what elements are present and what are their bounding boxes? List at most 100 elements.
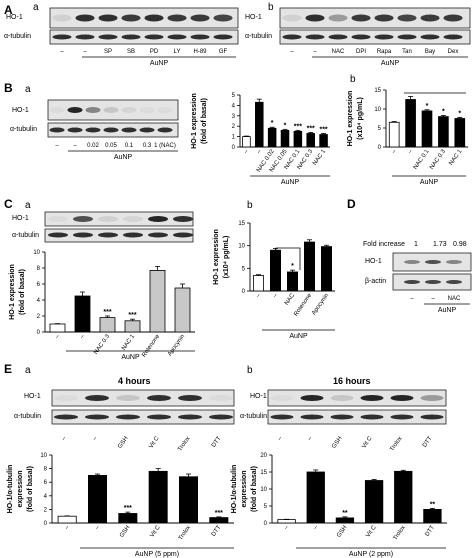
- chart-Eb-bar-4: [394, 470, 413, 524]
- band-Aa-tubulin-5: [167, 34, 187, 40]
- band-Ca-ho1-4: [148, 216, 168, 222]
- chart-Ba-ylabel-0: HO-1 expression: [191, 93, 198, 149]
- chart-Cb-bar-3: [303, 241, 315, 292]
- Ea-lane-1: –: [92, 435, 99, 442]
- chart-Bb-bar-2: [421, 110, 433, 148]
- band-Ca-ho1-5: [173, 216, 193, 222]
- chart-Cb-group-label: AuNP: [289, 333, 308, 340]
- band-Eb-ho1-1: [300, 395, 324, 401]
- chart-Eb-xlabel-3: Vit C: [365, 524, 378, 539]
- chart-Bb-ylabel-0: HO-1 expression: [347, 91, 354, 147]
- chart-Eb-xlabel-1: –: [313, 524, 320, 531]
- chart-Eb-ytick-label-3: 15: [260, 470, 267, 476]
- chart-Cb-ytick-label-2: 10: [238, 244, 245, 250]
- chart-Cb-xlabel-4: Apocynin: [311, 293, 330, 317]
- band-Ca-tubulin-4: [148, 232, 168, 238]
- chart-Ea-xlabel-4: Trolox: [178, 525, 192, 542]
- chart-Eb-xlabel-4: Trolox: [393, 525, 407, 542]
- Eb-lane-5: DTT: [422, 435, 434, 448]
- Eb-lane-2: GSH: [331, 436, 343, 450]
- chart-Eb-ylabel-1: expression: [241, 471, 248, 508]
- Ab-lane-4: Rapa: [377, 49, 392, 55]
- blot-Ca-tubulin: [44, 228, 194, 243]
- panel-label-B: B: [4, 81, 13, 95]
- chart-Ea-xlabel-5: DTT: [211, 524, 223, 537]
- Aa-lane-7: GF: [219, 49, 228, 55]
- band-Ca-tubulin-3: [123, 232, 143, 238]
- chart-Ea-ytick-label-4: 8: [44, 467, 48, 473]
- band-Ba-tubulin-3: [103, 127, 119, 133]
- blot-Eb-tubulin: [267, 409, 447, 425]
- chart-Cb-bar-2: [286, 271, 298, 292]
- chart-Ea-xlabel-0: –: [64, 524, 71, 531]
- chart-Ba-bar-1: [255, 101, 264, 148]
- Ea-lane-3: Vit C: [148, 435, 161, 450]
- Ab-lane-3: DPI: [356, 49, 366, 55]
- chart-Ba-bar-3: [280, 129, 290, 148]
- band-Ab-tubulin-3: [351, 34, 371, 40]
- band-Ea-ho1-0: [54, 395, 78, 401]
- chart-Ca-ytick-label-0: 0: [37, 330, 41, 336]
- panel-label-C: C: [4, 197, 13, 211]
- band-Aa-ho1-7: [213, 14, 233, 22]
- band-Ea-tubulin-1: [85, 414, 109, 420]
- chart-Ba-ytick-label-0: 0: [232, 145, 236, 151]
- band-Ba-ho1-1: [67, 107, 83, 113]
- row-label-Ca-ho1: HO-1: [12, 215, 29, 222]
- chart-Eb-sig-2: **: [342, 510, 348, 517]
- band-Ca-ho1-0: [48, 216, 68, 222]
- chart-Ba-sig-6: ***: [319, 126, 327, 133]
- band-Eb-ho1-4: [390, 395, 414, 401]
- band-D-ho1-2: [446, 260, 462, 264]
- band-Ca-ho1-2: [98, 216, 118, 222]
- chart-Cb-bar-0: [252, 275, 264, 292]
- band-D-ho1-0: [404, 260, 420, 264]
- band-Ab-tubulin-5: [397, 34, 417, 40]
- band-Ba-tubulin-6: [157, 127, 173, 133]
- Aa-lane-6: H-89: [193, 49, 207, 55]
- chart-Ba-xlabel-1: –: [256, 148, 263, 155]
- chart-Ba-bar-6: [319, 134, 328, 148]
- blot-Ea-ho1: [51, 389, 235, 407]
- chart-Cb-xlabel-0: –: [255, 292, 262, 299]
- band-Eb-tubulin-0: [270, 414, 294, 420]
- band-Aa-tubulin-4: [144, 34, 164, 40]
- Ba-lane-3: 0.05: [105, 143, 117, 149]
- chart-Ba-bar-5: [306, 133, 315, 148]
- sublabel-Bb: b: [350, 74, 356, 85]
- chart-Cb-ytick-label-1: 5: [242, 266, 246, 272]
- Aa-lane-2: SP: [104, 49, 112, 55]
- chart-Bb-ytick-label-1: 5: [378, 126, 382, 132]
- Ba-lane-4: 0.1: [125, 143, 134, 149]
- chart-Eb-ytick-label-1: 5: [264, 504, 268, 510]
- chart-Ca-xlabel-4: Rotenone: [141, 333, 161, 358]
- group-Ab-label: AuNP: [381, 60, 400, 67]
- band-Ab-tubulin-1: [305, 34, 325, 40]
- chart-Bb-bar-1: [405, 99, 416, 148]
- Ab-lane-7: Dex: [448, 49, 459, 55]
- chart-Ea-ytick-label-3: 6: [44, 480, 48, 486]
- chart-Ca-bar-0: [49, 323, 66, 333]
- chart-Cb-ylabel-1: (x10⁴ pg/mL): [223, 236, 230, 279]
- chart-Ca-xlabel-3: NAC 1: [121, 333, 136, 351]
- row-label-Ba-ho1: HO-1: [12, 107, 29, 114]
- blot-Aa-tubulin: [49, 29, 239, 45]
- chart-Ba-group-label: AuNP: [281, 179, 300, 186]
- band-Ea-tubulin-2: [116, 414, 140, 420]
- row-label-Ba-tubulin: α-tubulin: [10, 126, 37, 133]
- Ba-lane-1: –: [73, 143, 77, 149]
- band-Ca-ho1-1: [73, 216, 93, 222]
- chart-Bb-sig-3: *: [442, 108, 445, 115]
- chart-Ca-ytick-label-5: 10: [33, 250, 40, 256]
- band-D-bactin-1: [425, 280, 441, 284]
- chart-Cb-ylabel-0: HO-1 expression: [213, 229, 220, 285]
- chart-Ca-sig-3: ***: [128, 312, 136, 319]
- chart-Ea-sig-2: ***: [124, 505, 132, 512]
- group-Aa-label: AuNP: [150, 60, 169, 67]
- title-Eb: 16 hours: [333, 376, 371, 386]
- band-Eb-tubulin-4: [390, 414, 414, 420]
- band-Ba-tubulin-1: [67, 127, 83, 133]
- chart-Cb-ytick-label-3: 15: [238, 221, 245, 227]
- chart-Bb-ytick-label-3: 15: [374, 88, 381, 94]
- chart-Ca-xlabel-1: –: [79, 333, 86, 340]
